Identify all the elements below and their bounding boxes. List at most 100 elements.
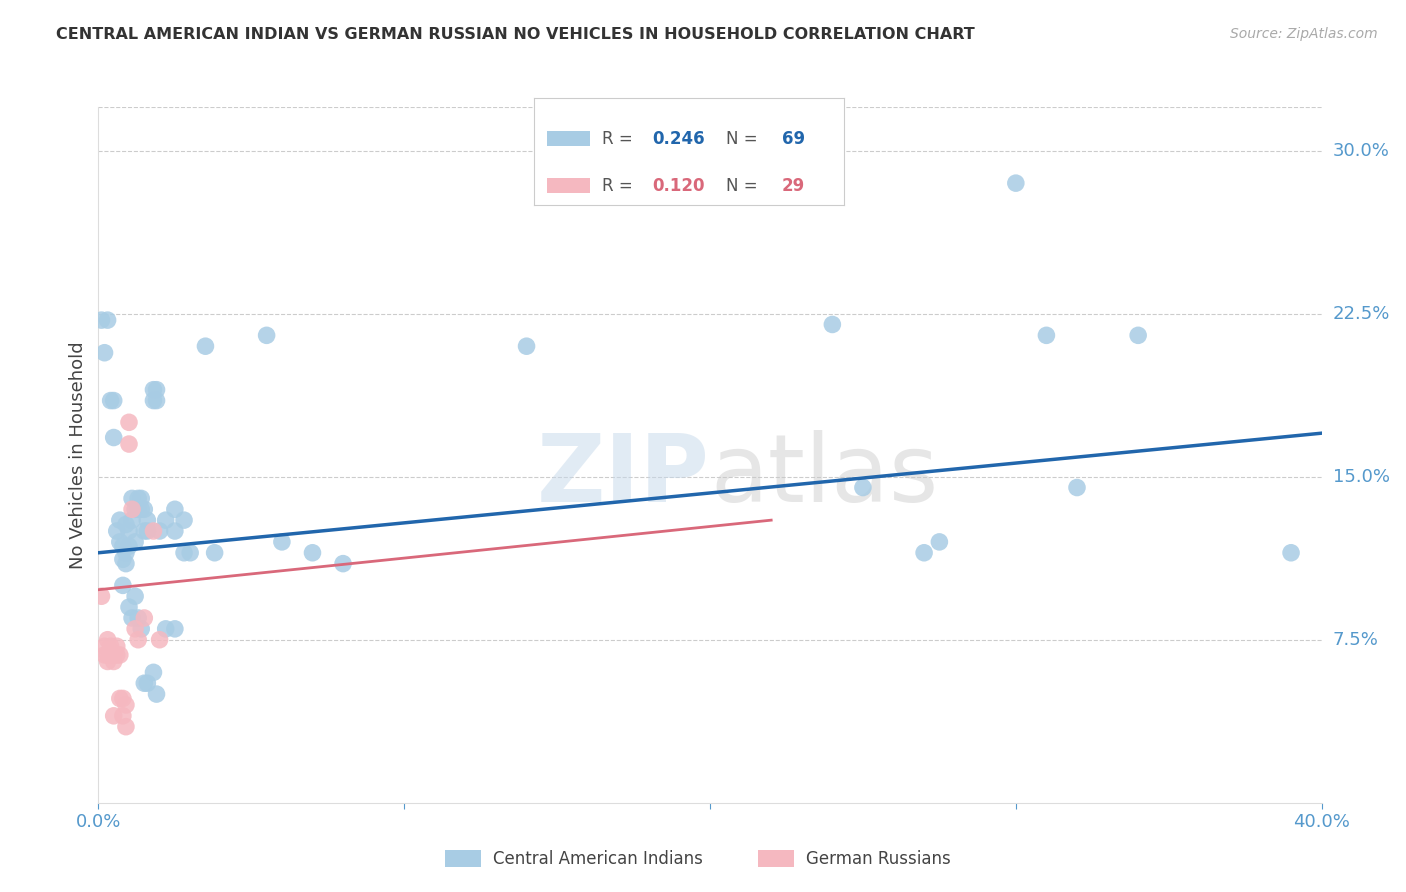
Text: Source: ZipAtlas.com: Source: ZipAtlas.com <box>1230 27 1378 41</box>
Point <box>103 655 125 669</box>
Point <box>163 524 186 538</box>
Point <box>155 622 177 636</box>
Point <box>1035 328 1057 343</box>
Text: Central American Indians: Central American Indians <box>492 849 703 868</box>
Point <box>127 491 149 506</box>
Point <box>118 539 141 553</box>
Point <box>90 589 112 603</box>
Point <box>928 535 950 549</box>
Point <box>301 546 323 560</box>
Point <box>134 611 156 625</box>
Point <box>108 691 131 706</box>
Point <box>103 393 125 408</box>
Point <box>270 535 292 549</box>
Point <box>103 708 125 723</box>
Text: N =: N = <box>725 177 763 194</box>
Text: 29: 29 <box>782 177 806 194</box>
Point <box>134 524 156 538</box>
Point <box>124 535 146 549</box>
FancyBboxPatch shape <box>758 850 794 867</box>
Point <box>204 546 226 560</box>
Text: 22.5%: 22.5% <box>1333 304 1391 323</box>
Point <box>103 648 125 662</box>
Point <box>118 524 141 538</box>
Point <box>149 632 172 647</box>
Point <box>93 345 115 359</box>
Point <box>111 691 134 706</box>
Text: 0.246: 0.246 <box>652 130 704 148</box>
Point <box>105 524 128 538</box>
Point <box>100 639 122 653</box>
Point <box>108 535 131 549</box>
Point <box>145 687 167 701</box>
FancyBboxPatch shape <box>446 850 481 867</box>
Point <box>1279 546 1302 560</box>
Point <box>118 415 141 429</box>
Point <box>111 708 134 723</box>
Text: atlas: atlas <box>710 430 938 522</box>
Point <box>145 383 167 397</box>
Point <box>516 339 538 353</box>
Text: 30.0%: 30.0% <box>1333 142 1389 160</box>
Point <box>93 648 115 662</box>
Point <box>115 720 138 734</box>
Point <box>97 632 120 647</box>
Point <box>142 393 165 408</box>
Point <box>1066 481 1088 495</box>
Point <box>163 502 186 516</box>
Point <box>179 546 201 560</box>
Point <box>118 437 141 451</box>
Point <box>127 632 149 647</box>
Point <box>129 491 152 506</box>
Point <box>115 557 138 571</box>
Point <box>111 552 134 566</box>
Point <box>124 589 146 603</box>
Point <box>149 524 172 538</box>
Text: 69: 69 <box>782 130 804 148</box>
Point <box>127 611 149 625</box>
Point <box>124 622 146 636</box>
Text: 15.0%: 15.0% <box>1333 467 1389 485</box>
Point <box>105 648 128 662</box>
Point <box>97 655 120 669</box>
Text: CENTRAL AMERICAN INDIAN VS GERMAN RUSSIAN NO VEHICLES IN HOUSEHOLD CORRELATION C: CENTRAL AMERICAN INDIAN VS GERMAN RUSSIA… <box>56 27 974 42</box>
FancyBboxPatch shape <box>547 178 591 194</box>
Point <box>852 481 875 495</box>
Point <box>121 611 143 625</box>
Point <box>134 502 156 516</box>
Text: N =: N = <box>725 130 763 148</box>
Point <box>124 502 146 516</box>
Point <box>100 648 122 662</box>
Point <box>100 393 122 408</box>
Point <box>173 546 195 560</box>
Point <box>142 665 165 680</box>
Point <box>129 622 152 636</box>
Point <box>93 639 115 653</box>
Text: German Russians: German Russians <box>806 849 950 868</box>
Point <box>108 648 131 662</box>
Point <box>136 513 159 527</box>
Point <box>115 546 138 560</box>
Point <box>256 328 278 343</box>
Point <box>90 313 112 327</box>
Point <box>145 393 167 408</box>
Point <box>1004 176 1026 190</box>
Point <box>134 676 156 690</box>
Point <box>108 513 131 527</box>
Text: R =: R = <box>602 177 638 194</box>
Text: 7.5%: 7.5% <box>1333 631 1379 648</box>
Point <box>142 524 165 538</box>
Y-axis label: No Vehicles in Household: No Vehicles in Household <box>69 341 87 569</box>
Point <box>111 578 134 592</box>
Point <box>142 383 165 397</box>
Point <box>155 513 177 527</box>
Point <box>129 502 152 516</box>
Point <box>1128 328 1150 343</box>
Point <box>821 318 844 332</box>
Point <box>118 600 141 615</box>
Point <box>105 639 128 653</box>
FancyBboxPatch shape <box>547 131 591 146</box>
Point <box>194 339 217 353</box>
Point <box>163 622 186 636</box>
Point <box>115 698 138 712</box>
